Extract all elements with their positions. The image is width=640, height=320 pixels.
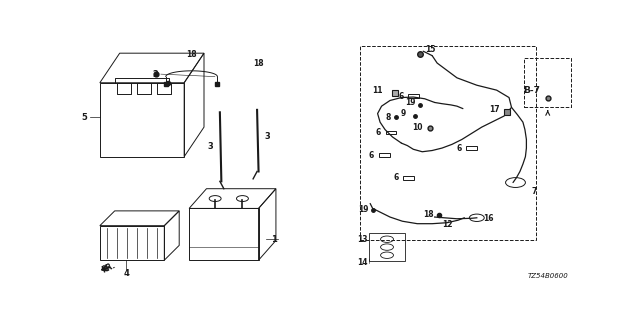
- Text: 1: 1: [271, 235, 277, 244]
- Text: 6: 6: [399, 92, 404, 101]
- Text: 12: 12: [442, 220, 452, 229]
- Text: 15: 15: [425, 45, 435, 54]
- Text: 3: 3: [207, 142, 213, 151]
- Bar: [385, 131, 396, 134]
- Bar: [379, 154, 390, 157]
- Text: 7: 7: [531, 187, 537, 196]
- Text: 3: 3: [264, 132, 270, 141]
- Text: FR.: FR.: [100, 261, 117, 275]
- Text: 10: 10: [412, 123, 423, 132]
- Text: TZ54B0600: TZ54B0600: [528, 273, 568, 279]
- Bar: [360, 46, 536, 240]
- Text: 19: 19: [358, 205, 368, 214]
- Text: 18: 18: [186, 50, 197, 59]
- Text: 6: 6: [394, 173, 399, 182]
- Text: 13: 13: [357, 235, 367, 244]
- Text: 6: 6: [456, 144, 461, 153]
- Text: B-7: B-7: [523, 86, 540, 95]
- Text: 2: 2: [152, 70, 158, 79]
- Text: 5: 5: [81, 113, 88, 122]
- Bar: [408, 94, 419, 98]
- Text: 6: 6: [376, 128, 381, 137]
- Text: 16: 16: [483, 214, 493, 223]
- Text: 11: 11: [372, 86, 383, 95]
- Text: 14: 14: [357, 258, 367, 267]
- Text: 19: 19: [404, 98, 415, 107]
- Bar: [524, 58, 571, 108]
- Text: 6: 6: [369, 151, 374, 160]
- Bar: [466, 146, 477, 150]
- Bar: [369, 233, 405, 261]
- Bar: [403, 176, 414, 180]
- Text: 4: 4: [123, 269, 129, 278]
- Text: 18: 18: [423, 210, 434, 219]
- Text: 18: 18: [253, 59, 264, 68]
- Text: 8: 8: [385, 113, 390, 122]
- Text: 17: 17: [489, 105, 500, 114]
- Text: 9: 9: [401, 109, 406, 118]
